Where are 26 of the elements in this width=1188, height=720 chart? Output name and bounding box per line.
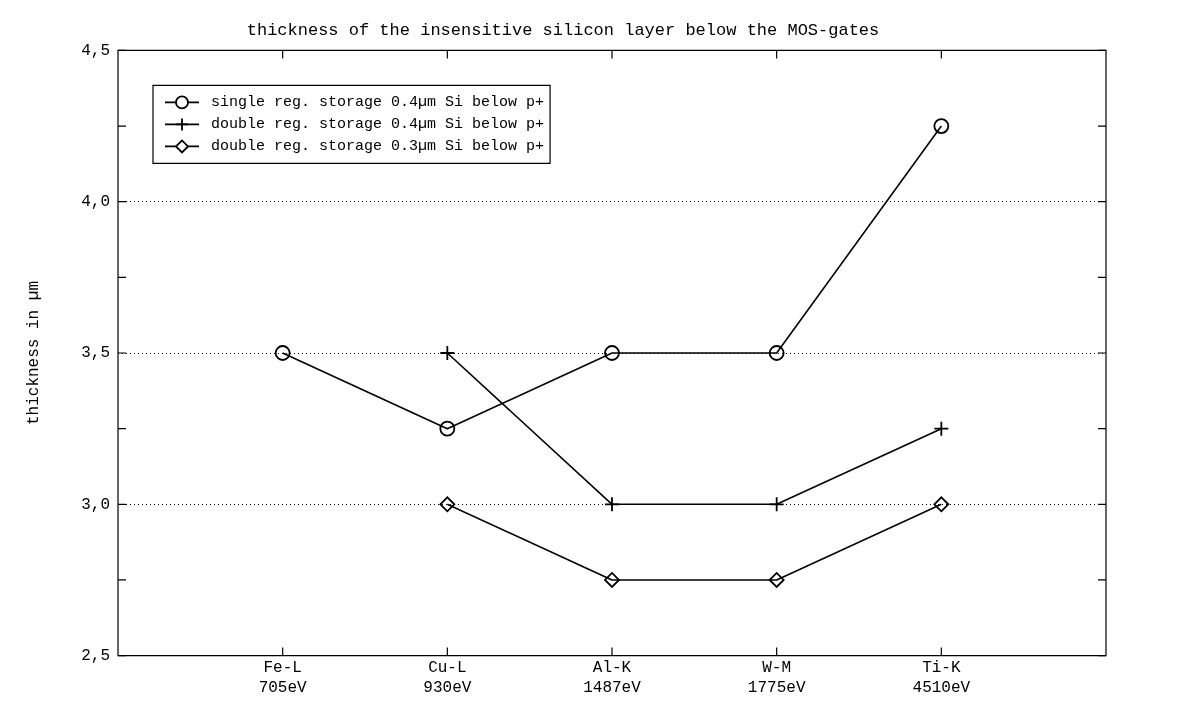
point [933, 420, 950, 437]
point [274, 345, 291, 361]
point [604, 572, 620, 588]
point [768, 572, 785, 588]
point [439, 420, 456, 437]
y-tick-label: 4,0 [81, 192, 110, 211]
x-tick-label: W-M 1775eV [747, 659, 806, 697]
y-tick-label: 3,0 [81, 495, 110, 514]
chart-title: thickness of the insensitive silicon layer below the MOS-gates [246, 20, 880, 40]
legend-label: single reg. storage 0.4µm Si below p+ [211, 94, 545, 112]
point [933, 496, 950, 513]
legend-label: double reg. storage 0.3µm Si below p+ [211, 138, 545, 156]
legend-label: double reg. storage 0.4µm Si below p+ [211, 116, 545, 134]
point [933, 118, 950, 134]
point [439, 496, 456, 513]
point [768, 496, 785, 513]
y-axis-title: thickness in µm [24, 280, 43, 426]
y-tick-label: 4,5 [81, 41, 110, 60]
x-tick-label: Fe-L 705eV [258, 659, 308, 697]
y-tick-label: 3,5 [81, 344, 110, 363]
x-tick-label: Al-K 1487eV [583, 659, 642, 697]
x-tick-label: Ti-K 4510eV [912, 659, 971, 697]
x-tick-label: Cu-L 930eV [423, 659, 472, 697]
y-tick-label: 2,5 [81, 646, 110, 665]
point [768, 345, 785, 361]
point [604, 345, 620, 361]
